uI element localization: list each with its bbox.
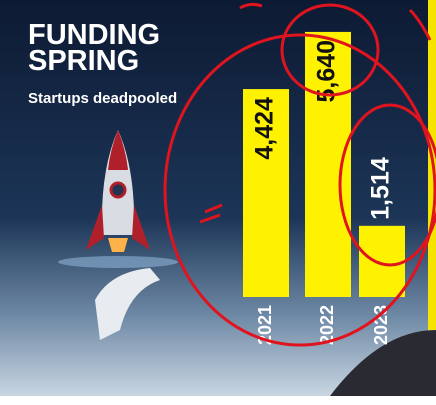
value-label: 1,514 <box>367 157 395 220</box>
page: 4,42420215,64020221,5142023 FUNDING SPRI… <box>0 0 436 405</box>
value-label: 4,424 <box>251 97 279 160</box>
chart-title: FUNDING SPRING <box>28 22 178 74</box>
chart-subtitle: Startups deadpooled <box>28 90 177 107</box>
x-tick-label: 2023 <box>371 305 391 345</box>
bar <box>359 226 405 297</box>
